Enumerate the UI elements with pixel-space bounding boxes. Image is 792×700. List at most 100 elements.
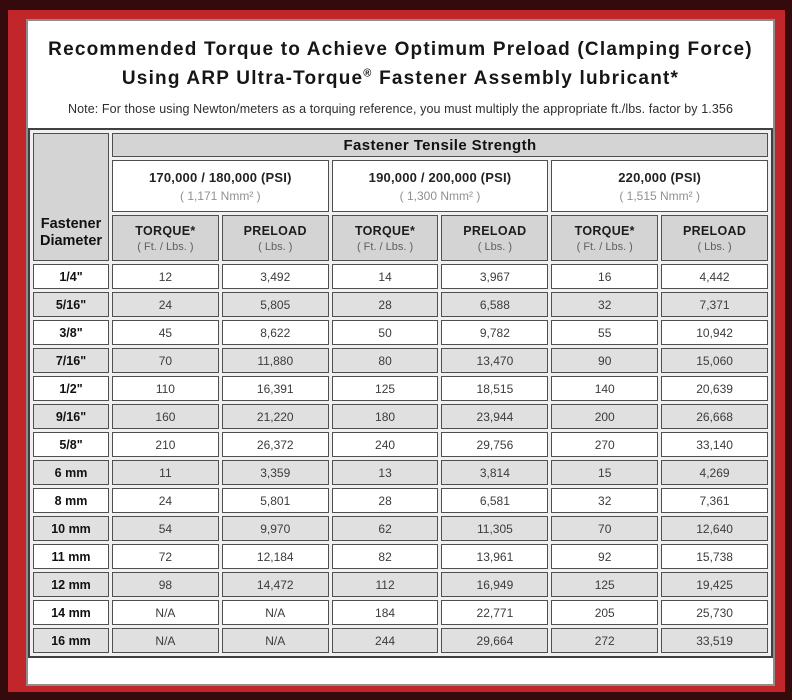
- page-title: Recommended Torque to Achieve Optimum Pr…: [32, 36, 769, 93]
- table-row: 3/8" 45 8,622 50 9,782 55 10,942: [33, 320, 768, 345]
- value-cell: 50: [331, 320, 439, 345]
- value-cell: 70: [551, 516, 659, 541]
- tensile-strength-header: Fastener Tensile Strength: [112, 133, 768, 157]
- value-cell: 29,664: [441, 628, 549, 653]
- value-cell: 21,220: [221, 404, 329, 429]
- table-row: 6 mm 11 3,359 13 3,814 15 4,269: [33, 460, 768, 485]
- value-cell: 14,472: [221, 572, 329, 597]
- value-cell: 3,967: [441, 264, 549, 289]
- table-row: 12 mm 98 14,472 112 16,949 125 19,425: [33, 572, 768, 597]
- preload-column-header: PRELOAD ( Lbs. ): [221, 215, 329, 261]
- diameter-cell: 5/16": [33, 292, 109, 317]
- value-cell: 16,949: [441, 572, 549, 597]
- table-row: 1/4" 12 3,492 14 3,967 16 4,442: [33, 264, 768, 289]
- value-cell: 19,425: [661, 572, 768, 597]
- value-cell: 8,622: [221, 320, 329, 345]
- value-cell: 70: [112, 348, 219, 373]
- value-cell: 4,269: [661, 460, 768, 485]
- value-cell: 16: [551, 264, 659, 289]
- value-cell: 25,730: [661, 600, 768, 625]
- psi-value: 220,000 (PSI): [618, 169, 702, 185]
- diameter-cell: 1/4": [33, 264, 109, 289]
- value-cell: 13,961: [441, 544, 549, 569]
- value-cell: 12: [112, 264, 219, 289]
- table-body: 1/4" 12 3,492 14 3,967 16 4,442 5/16" 24 5,805 28 6…: [33, 264, 768, 653]
- value-cell: 62: [331, 516, 439, 541]
- diameter-cell: 8 mm: [33, 488, 109, 513]
- diameter-cell: 16 mm: [33, 628, 109, 653]
- table-row: 8 mm 24 5,801 28 6,581 32 7,361: [33, 488, 768, 513]
- value-cell: 3,814: [441, 460, 549, 485]
- value-cell: 80: [331, 348, 439, 373]
- value-cell: 23,944: [441, 404, 549, 429]
- table-row: 16 mm N/A N/A 244 29,664 272 33,519: [33, 628, 768, 653]
- value-cell: 22,771: [441, 600, 549, 625]
- nmm-value: ( 1,515 Nmm² ): [619, 188, 700, 203]
- value-cell: 90: [551, 348, 659, 373]
- value-cell: 7,361: [661, 488, 768, 513]
- value-cell: 180: [331, 404, 439, 429]
- value-cell: 12,184: [221, 544, 329, 569]
- value-cell: 270: [551, 432, 659, 457]
- value-cell: 55: [551, 320, 659, 345]
- value-cell: 6,581: [441, 488, 549, 513]
- diameter-cell: 5/8": [33, 432, 109, 457]
- diameter-cell: 7/16": [33, 348, 109, 373]
- diameter-cell: 11 mm: [33, 544, 109, 569]
- value-cell: 14: [331, 264, 439, 289]
- psi-value: 170,000 / 180,000 (PSI): [149, 169, 292, 185]
- value-cell: 54: [112, 516, 219, 541]
- value-cell: 98: [112, 572, 219, 597]
- torque-table: Fastener Diameter Fastener Tensile Stren…: [28, 128, 773, 658]
- value-cell: 11: [112, 460, 219, 485]
- value-cell: 24: [112, 488, 219, 513]
- value-cell: 26,372: [221, 432, 329, 457]
- psi-header-170-180: 170,000 / 180,000 (PSI) ( 1,171 Nmm² ): [112, 160, 329, 212]
- diameter-cell: 10 mm: [33, 516, 109, 541]
- value-cell: 15,060: [661, 348, 768, 373]
- value-cell: 72: [112, 544, 219, 569]
- value-cell: 9,970: [221, 516, 329, 541]
- psi-header-row: 170,000 / 180,000 (PSI) ( 1,171 Nmm² ) 1…: [33, 160, 768, 212]
- content-panel: Recommended Torque to Achieve Optimum Pr…: [26, 19, 775, 686]
- value-cell: 4,442: [661, 264, 768, 289]
- value-cell: 272: [551, 628, 659, 653]
- diameter-cell: 6 mm: [33, 460, 109, 485]
- value-cell: N/A: [221, 600, 329, 625]
- diameter-cell: 9/16": [33, 404, 109, 429]
- value-cell: N/A: [112, 600, 219, 625]
- table-row: 10 mm 54 9,970 62 11,305 70 12,640: [33, 516, 768, 541]
- value-cell: 12,640: [661, 516, 768, 541]
- value-cell: 110: [112, 376, 219, 401]
- value-cell: 5,801: [221, 488, 329, 513]
- psi-header-220: 220,000 (PSI) ( 1,515 Nmm² ): [551, 160, 768, 212]
- value-cell: 9,782: [441, 320, 549, 345]
- torque-column-header: TORQUE* ( Ft. / Lbs. ): [551, 215, 659, 261]
- value-cell: 125: [551, 572, 659, 597]
- table-row: 5/16" 24 5,805 28 6,588 32 7,371: [33, 292, 768, 317]
- value-cell: 112: [331, 572, 439, 597]
- value-cell: 28: [331, 292, 439, 317]
- value-cell: 28: [331, 488, 439, 513]
- title-line2: Using ARP Ultra-Torque® Fastener Assembl…: [121, 67, 680, 89]
- value-cell: 24: [112, 292, 219, 317]
- title-line1: Recommended Torque to Achieve Optimum Pr…: [48, 39, 753, 60]
- psi-header-190-200: 190,000 / 200,000 (PSI) ( 1,300 Nmm² ): [331, 160, 549, 212]
- value-cell: 3,359: [221, 460, 329, 485]
- value-cell: 244: [331, 628, 439, 653]
- value-cell: 5,805: [221, 292, 329, 317]
- table-row: 11 mm 72 12,184 82 13,961 92 15,738: [33, 544, 768, 569]
- torque-column-header: TORQUE* ( Ft. / Lbs. ): [112, 215, 219, 261]
- table-row: 9/16" 160 21,220 180 23,944 200 26,668: [33, 404, 768, 429]
- tensile-strength-header-row: Fastener Diameter Fastener Tensile Stren…: [33, 133, 768, 261]
- value-cell: 18,515: [441, 376, 549, 401]
- fastener-diameter-header: Fastener Diameter: [33, 133, 109, 261]
- value-cell: 33,140: [661, 432, 768, 457]
- table-row: 1/2" 110 16,391 125 18,515 140 20,639: [33, 376, 768, 401]
- diameter-cell: 3/8": [33, 320, 109, 345]
- value-cell: 6,588: [441, 292, 549, 317]
- value-cell: 10,942: [661, 320, 768, 345]
- value-cell: 240: [331, 432, 439, 457]
- value-cell: 11,880: [221, 348, 329, 373]
- value-cell: 20,639: [661, 376, 768, 401]
